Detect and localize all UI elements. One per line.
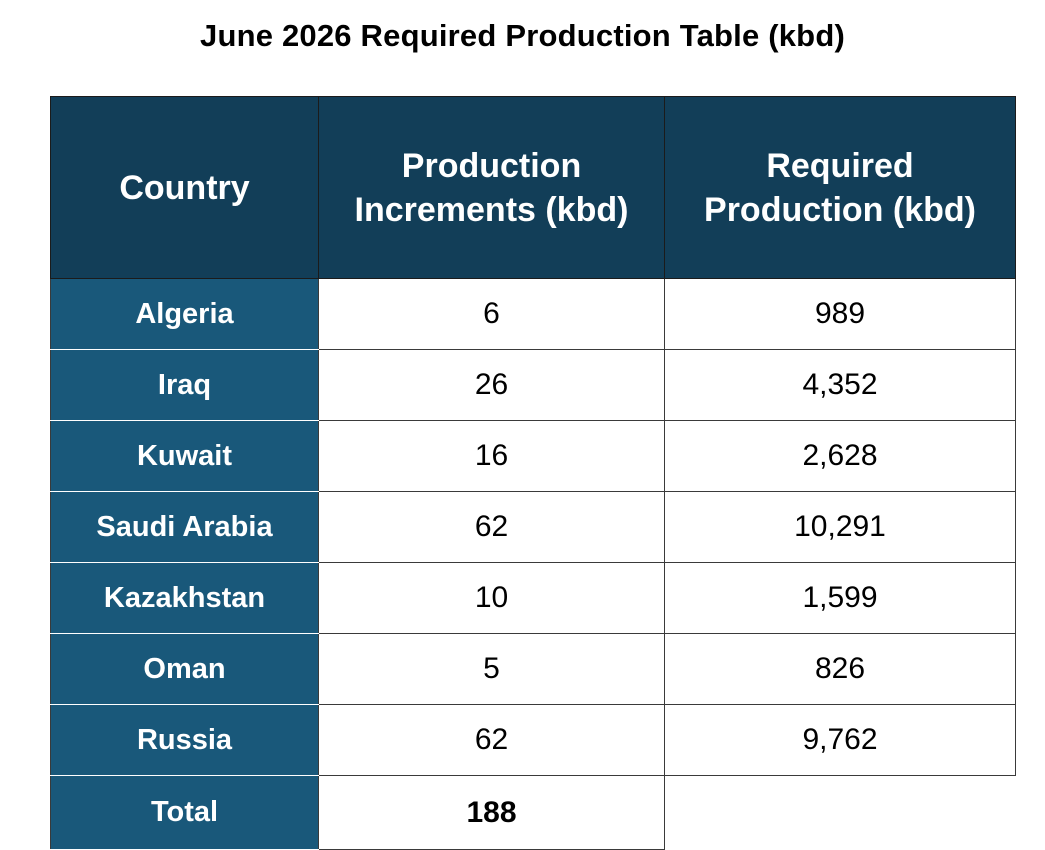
total-label-cell: Total xyxy=(50,775,319,850)
total-increment-cell: 188 xyxy=(318,775,665,850)
increment-cell: 6 xyxy=(318,278,665,350)
production-table: Country Production Increments (kbd) Requ… xyxy=(50,96,1016,850)
country-cell: Kuwait xyxy=(50,420,319,492)
increment-cell: 16 xyxy=(318,420,665,492)
production-table-container: Country Production Increments (kbd) Requ… xyxy=(50,96,1016,850)
country-cell: Algeria xyxy=(50,278,319,350)
header-required-production-line1: Required xyxy=(766,146,914,185)
required-cell: 2,628 xyxy=(664,420,1016,492)
increment-cell: 62 xyxy=(318,491,665,563)
header-required-production-line2: Production (kbd) xyxy=(704,190,976,229)
country-cell: Oman xyxy=(50,633,319,705)
header-production-increments-line1: Production xyxy=(401,146,582,185)
required-cell: 4,352 xyxy=(664,349,1016,421)
header-country: Country xyxy=(50,96,319,279)
table-row: Saudi Arabia 62 10,291 xyxy=(50,491,1016,563)
required-cell: 989 xyxy=(664,278,1016,350)
table-row: Oman 5 826 xyxy=(50,633,1016,705)
header-row: Country Production Increments (kbd) Requ… xyxy=(50,96,1016,279)
page-title: June 2026 Required Production Table (kbd… xyxy=(200,18,845,53)
table-row: Kazakhstan 10 1,599 xyxy=(50,562,1016,634)
table-row: Iraq 26 4,352 xyxy=(50,349,1016,421)
country-cell: Iraq xyxy=(50,349,319,421)
required-cell: 1,599 xyxy=(664,562,1016,634)
required-cell: 9,762 xyxy=(664,704,1016,776)
header-required-production: Required Production (kbd) xyxy=(664,96,1016,279)
table-row: Algeria 6 989 xyxy=(50,278,1016,350)
required-cell: 10,291 xyxy=(664,491,1016,563)
country-cell: Russia xyxy=(50,704,319,776)
header-production-increments-line2: Increments (kbd) xyxy=(354,190,629,229)
table-row: Russia 62 9,762 xyxy=(50,704,1016,776)
required-cell: 826 xyxy=(664,633,1016,705)
increment-cell: 10 xyxy=(318,562,665,634)
header-production-increments: Production Increments (kbd) xyxy=(318,96,665,279)
increment-cell: 62 xyxy=(318,704,665,776)
total-row: Total 188 xyxy=(50,775,1016,850)
country-cell: Saudi Arabia xyxy=(50,491,319,563)
increment-cell: 5 xyxy=(318,633,665,705)
increment-cell: 26 xyxy=(318,349,665,421)
table-row: Kuwait 16 2,628 xyxy=(50,420,1016,492)
country-cell: Kazakhstan xyxy=(50,562,319,634)
empty-cell xyxy=(664,775,1016,850)
